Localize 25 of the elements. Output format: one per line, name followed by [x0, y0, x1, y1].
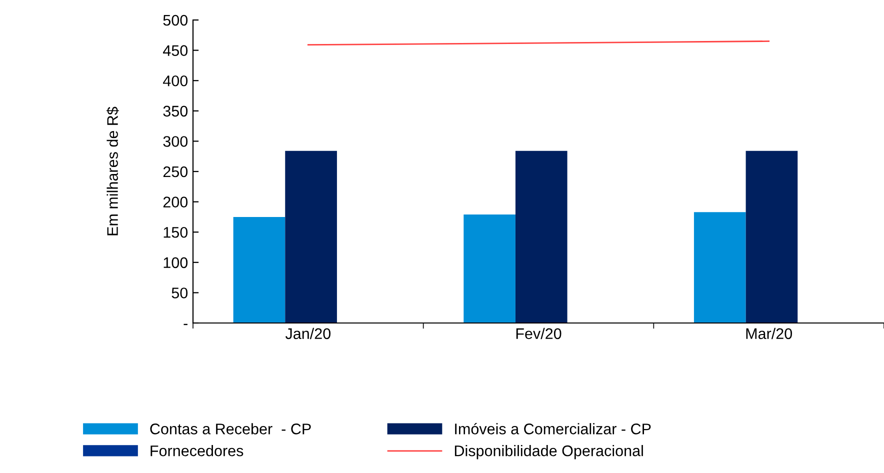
y-tick-label: - — [184, 324, 188, 326]
y-tick-label: 450 — [163, 45, 188, 56]
y-tick-label: 500 — [163, 14, 188, 26]
bar — [746, 150, 798, 323]
legend-label: Imóveis a Comercializar - CP — [455, 422, 651, 434]
y-tick-label: 400 — [163, 75, 188, 86]
legend-label: Disponibilidade Operacional — [454, 445, 643, 460]
x-tick-label: Mar/20 — [746, 328, 792, 340]
bar — [233, 216, 286, 323]
y-tick-label: 250 — [163, 166, 188, 178]
bar — [464, 214, 516, 323]
y-tick-label: 300 — [163, 136, 188, 147]
y-tick-label: 200 — [163, 196, 188, 208]
legend-label: Contas a Receber - CP — [150, 423, 311, 434]
bar — [285, 150, 337, 323]
y-tick-label: 350 — [163, 106, 188, 117]
legend-label: Fornecedores — [150, 445, 244, 456]
bar — [694, 212, 746, 323]
x-tick-label: Jan/20 — [285, 328, 331, 340]
y-tick-label: 50 — [172, 288, 188, 298]
y-tick-label: 100 — [164, 257, 188, 268]
bar — [515, 150, 568, 323]
y-axis-title: Em milhares de R$ — [106, 106, 119, 236]
x-tick-label: Fev/20 — [516, 328, 562, 340]
y-tick-label: 150 — [164, 226, 188, 238]
